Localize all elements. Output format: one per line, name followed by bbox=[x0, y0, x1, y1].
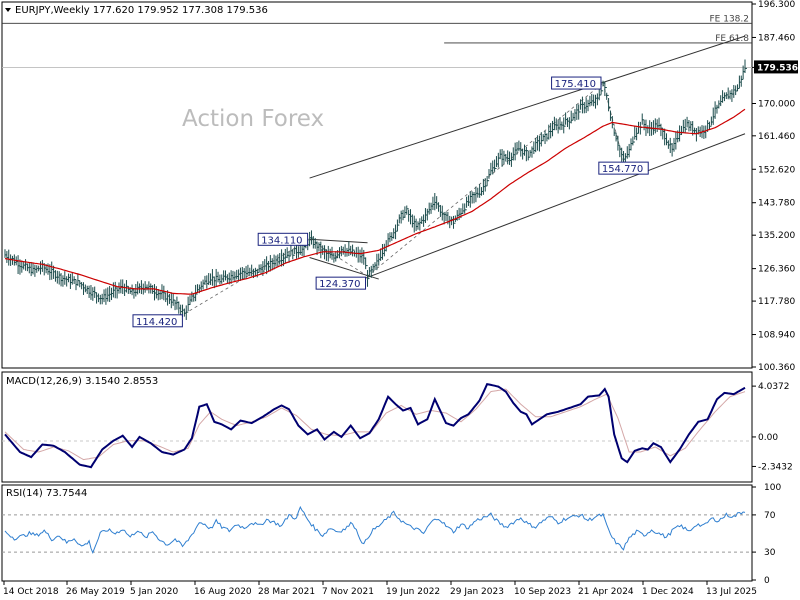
swing-label-box bbox=[132, 314, 183, 328]
time-tick-label: 16 Aug 2020 bbox=[194, 587, 252, 597]
rsi-panel-frame bbox=[1, 484, 753, 582]
price-panel-frame bbox=[1, 1, 753, 369]
macd-tick-label: -2.3432 bbox=[758, 462, 793, 472]
price-tick-label: 170.000 bbox=[758, 100, 795, 110]
rsi-tick-label: 100 bbox=[764, 483, 781, 493]
price-axis: 196.300 187.460 170.000 161.460 152.620 143.7… bbox=[752, 0, 798, 373]
time-tick-label: 7 Nov 2021 bbox=[322, 587, 374, 597]
price-tick-label: 187.460 bbox=[758, 33, 795, 43]
moving-average-layer bbox=[4, 108, 746, 295]
price-series-layer bbox=[4, 59, 747, 320]
rsi-series-layer bbox=[4, 505, 746, 555]
macd-panel: MACD(12,26,9) 3.1540 2.8553 4.0372 0.00 -2… bbox=[1, 371, 793, 483]
macd-panel-frame bbox=[1, 371, 753, 483]
swing-label-text: 124.370 bbox=[319, 279, 360, 290]
rsi-line bbox=[4, 505, 746, 555]
swing-label-text: 175.410 bbox=[555, 79, 596, 90]
time-axis: 14 Oct 2018 26 May 2019 5 Jan 2020 16 Aug 2… bbox=[3, 581, 757, 597]
price-tick-label: 143.780 bbox=[758, 199, 795, 209]
macd-tick-label: 4.0372 bbox=[758, 382, 790, 392]
swing-label-box bbox=[551, 76, 602, 90]
price-tick-label: 126.360 bbox=[758, 265, 795, 275]
time-tick-label: 19 Jun 2022 bbox=[386, 587, 440, 597]
swing-label-box bbox=[598, 161, 649, 175]
time-tick-label: 14 Oct 2018 bbox=[3, 587, 59, 597]
rsi-panel: RSI(14) 73.7544 100 70 30 0 bbox=[1, 483, 781, 586]
rsi-axis: 100 70 30 0 bbox=[752, 483, 781, 586]
time-tick-label: 13 Jul 2025 bbox=[706, 587, 757, 597]
channel-line bbox=[359, 133, 746, 281]
time-tick-label: 21 Apr 2024 bbox=[578, 587, 634, 597]
watermark-text: Action Forex bbox=[182, 106, 324, 132]
macd-signal-line bbox=[4, 388, 746, 461]
price-tick-label: 152.620 bbox=[758, 165, 795, 175]
symbol-header[interactable]: EURJPY,Weekly 177.620 179.952 177.308 17… bbox=[5, 5, 268, 16]
symbol-header-text: EURJPY,Weekly 177.620 179.952 177.308 17… bbox=[15, 5, 268, 16]
last-price-marker bbox=[754, 60, 798, 74]
channel-line bbox=[309, 35, 746, 179]
swing-label-text: 134.110 bbox=[261, 235, 302, 246]
macd-axis: 4.0372 0.00 -2.3432 bbox=[752, 382, 793, 472]
price-tick-label: 108.940 bbox=[758, 331, 795, 341]
fe-level-label: FE 138.2 bbox=[710, 14, 750, 24]
price-panel: Action Forex FE 138.2 FE 61.8 175.410 134.… bbox=[1, 0, 798, 373]
price-tick-label: 117.780 bbox=[758, 297, 795, 307]
rsi-levels-layer bbox=[2, 514, 752, 553]
macd-label: MACD(12,26,9) 3.1540 2.8553 bbox=[6, 376, 158, 387]
time-tick-label: 10 Sep 2023 bbox=[514, 587, 571, 597]
swing-labels-layer: 175.410 134.110 124.370 114.420 154.770 bbox=[132, 76, 649, 328]
macd-series-layer bbox=[4, 382, 746, 469]
rsi-tick-label: 0 bbox=[764, 576, 770, 586]
swing-label-text: 154.770 bbox=[602, 164, 643, 175]
last-price-label: 179.536 bbox=[757, 63, 798, 73]
time-tick-label: 26 May 2019 bbox=[66, 587, 125, 597]
rsi-tick-label: 30 bbox=[764, 548, 776, 558]
time-tick-label: 28 Mar 2021 bbox=[258, 587, 315, 597]
time-tick-label: 5 Jan 2020 bbox=[130, 587, 178, 597]
collapse-triangle-icon[interactable] bbox=[5, 8, 11, 12]
swing-label-text: 114.420 bbox=[136, 317, 177, 328]
time-tick-label: 29 Jan 2023 bbox=[450, 587, 504, 597]
rsi-tick-label: 70 bbox=[764, 511, 776, 521]
price-tick-label: 161.460 bbox=[758, 132, 795, 142]
moving-average-line bbox=[4, 108, 746, 295]
fibonacci-extension-layer: FE 138.2 FE 61.8 bbox=[2, 14, 752, 68]
price-tick-label: 135.200 bbox=[758, 231, 795, 241]
price-tick-label: 196.300 bbox=[758, 0, 795, 10]
rsi-label: RSI(14) 73.7544 bbox=[6, 488, 87, 499]
price-tick-label: 100.360 bbox=[758, 363, 795, 373]
macd-tick-label: 0.00 bbox=[758, 433, 778, 443]
consolidation-top bbox=[309, 238, 368, 244]
fe-level-label: FE 61.8 bbox=[715, 34, 749, 44]
swing-label-box bbox=[315, 276, 367, 290]
macd-line bbox=[4, 382, 746, 469]
time-tick-label: 1 Dec 2024 bbox=[642, 587, 694, 597]
swing-label-box bbox=[257, 232, 309, 246]
